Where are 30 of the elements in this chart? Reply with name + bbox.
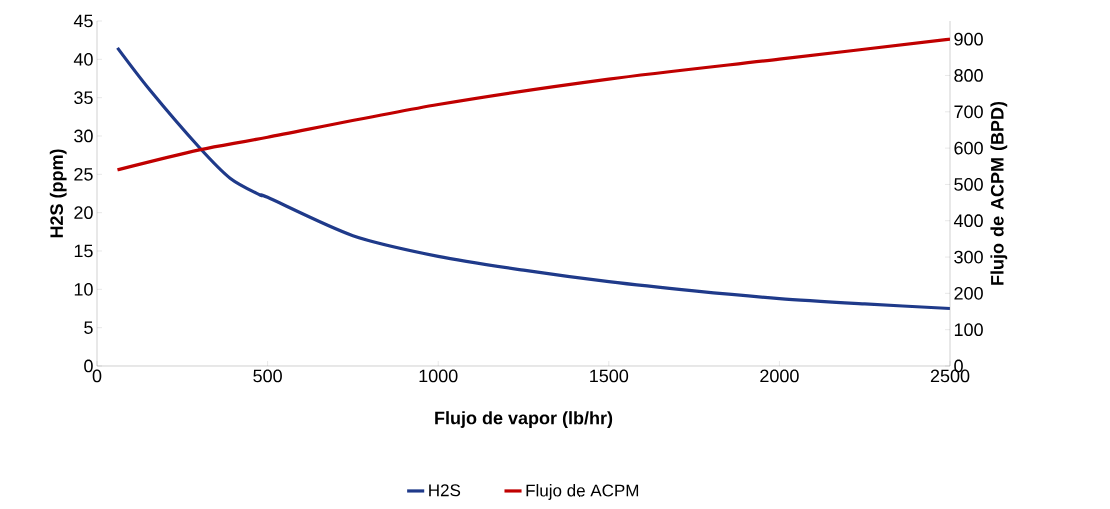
y-tick-label: 10 <box>74 282 93 296</box>
x-tick-label: 1000 <box>419 369 458 383</box>
y2-axis-title: Flujo de ACPM (BPD) <box>990 101 1008 285</box>
x-tick-label: 1500 <box>590 369 629 383</box>
y2-tick-label: 700 <box>954 105 983 119</box>
y2-tick-label: 600 <box>954 141 983 155</box>
y-tick-label: 45 <box>73 14 93 28</box>
x-tick-label: 2000 <box>760 369 799 383</box>
y-axis-title: H2S (ppm) <box>49 149 67 238</box>
y-tick-label: 0 <box>84 359 93 373</box>
y2-tick-label: 900 <box>954 32 983 46</box>
y2-tick-label: 200 <box>954 286 983 300</box>
y-tick-label: 5 <box>84 321 93 334</box>
y-tick-label: 30 <box>74 129 93 143</box>
legend-label: H2S <box>429 484 461 497</box>
x-axis-title: Flujo de vapor (lb/hr) <box>435 411 613 428</box>
x-tick-label: 500 <box>253 369 282 383</box>
y-tick-label: 20 <box>74 206 93 220</box>
y2-tick-label: 100 <box>954 323 983 337</box>
y2-tick-label: 300 <box>954 250 983 264</box>
y-tick-label: 25 <box>74 167 93 181</box>
y-tick-label: 35 <box>74 91 93 105</box>
y-tick-label: 15 <box>74 244 93 258</box>
y-tick-label: 40 <box>73 52 93 66</box>
y2-tick-label: 400 <box>953 214 983 228</box>
line-series <box>115 46 951 311</box>
y2-tick-label: 500 <box>954 178 983 191</box>
legend-label: Flujo de ACPM <box>526 484 639 500</box>
y2-tick-label: 800 <box>954 69 983 82</box>
line-series <box>115 37 951 172</box>
